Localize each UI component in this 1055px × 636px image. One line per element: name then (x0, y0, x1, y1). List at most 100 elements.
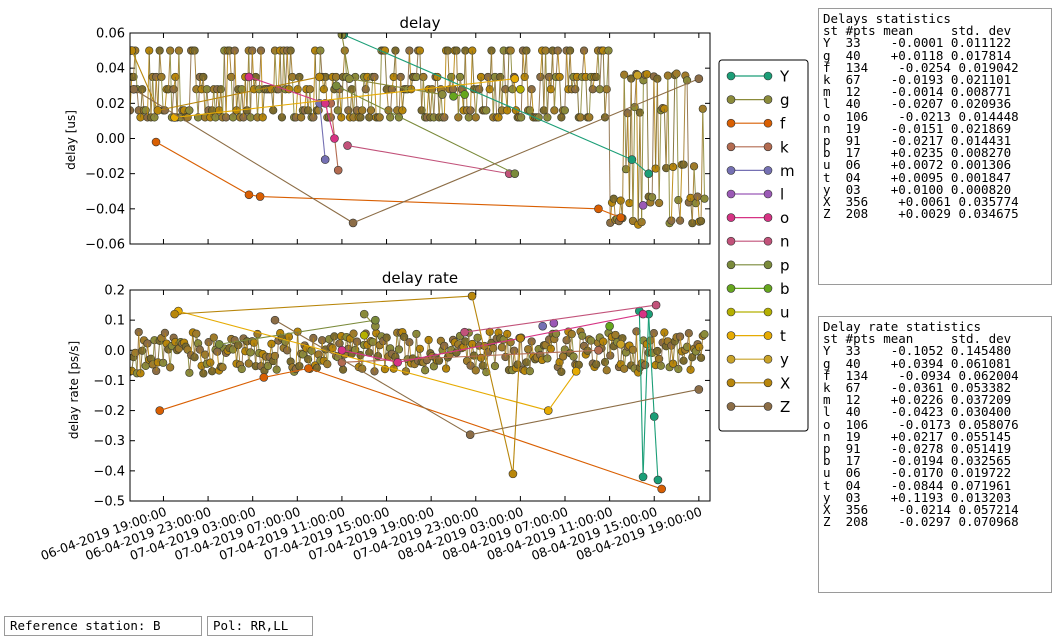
delay-scan-segment (680, 165, 682, 221)
delay-scan-segment (652, 76, 654, 197)
delay-scan-segment (703, 109, 705, 199)
rate-series-point (695, 385, 703, 393)
delay-scan-segment (401, 77, 403, 110)
legend-marker (764, 379, 772, 387)
delay-scan-segment (464, 51, 466, 111)
legend-label: Z (780, 398, 790, 416)
delay-scan-point (701, 195, 709, 203)
delay-scan-segment (671, 167, 673, 221)
delay-scan-segment (474, 89, 476, 117)
delay-scan-segment (476, 89, 478, 117)
legend-marker (727, 284, 735, 292)
rate-series-point (539, 322, 547, 330)
delay-scan-segment (434, 77, 436, 117)
delay-series-point (516, 85, 524, 93)
delay-scan-segment (409, 51, 411, 90)
delay-scan-segment (408, 51, 410, 90)
legend-marker (764, 261, 772, 269)
delay-scan-segment (198, 77, 200, 117)
rate-y-tick-label: −0.2 (93, 404, 125, 419)
rate-y-tick-label: 0.0 (104, 344, 125, 359)
legend-marker (764, 355, 772, 363)
delay-series-point (461, 91, 469, 99)
rate-scan-point (701, 330, 709, 338)
rate-y-ticks: 0.20.10.0−0.1−0.2−0.3−0.4−0.5 (93, 284, 710, 510)
rate-series-line (513, 338, 520, 474)
delay-scan-segment (668, 76, 670, 224)
legend-label: y (780, 351, 789, 369)
legend-label: f (780, 115, 786, 133)
rate-series-line (160, 377, 264, 410)
delay-scan-segment (263, 89, 265, 117)
delay-series-f (152, 138, 625, 222)
legend-marker (727, 261, 735, 269)
delay-scan-segment (577, 77, 579, 117)
rate-series-line (264, 368, 309, 377)
delay-series-line (260, 197, 598, 209)
delay-scan-segment (654, 76, 656, 168)
delay-scan-segment (554, 77, 556, 110)
rate-panel: delay rate delay rate [ps/s] 0.20.10.0−0… (39, 269, 710, 563)
delay-scan-segment (280, 51, 282, 118)
legend-marker (727, 72, 735, 80)
delay-scan-segment (603, 51, 605, 118)
delay-scan-segment (568, 51, 570, 90)
legend-marker (764, 143, 772, 151)
delay-scan-segment (687, 80, 689, 202)
rate-series-point (658, 485, 666, 493)
delay-scan-segment (507, 51, 509, 111)
legend-marker (764, 190, 772, 198)
delay-scan-segment (195, 51, 197, 90)
delay-series-u (516, 85, 524, 93)
delay-scan-segment (511, 51, 513, 90)
delay-scan-segment (257, 89, 259, 117)
legend-marker (727, 308, 735, 316)
delay-scan-segment (647, 74, 649, 196)
rate-series-line (308, 368, 661, 489)
delay-scan-segment (493, 77, 495, 117)
delay-scan-segment (437, 77, 439, 117)
legend-marker (727, 143, 735, 151)
rate-series-point (654, 476, 662, 484)
delay-series-point (639, 201, 647, 209)
delay-scan-segment (427, 89, 429, 117)
legend-label: k (780, 138, 789, 156)
rate-y-tick-label: −0.4 (93, 464, 125, 479)
delay-scan-segment (491, 51, 493, 118)
rate-series-line (639, 311, 643, 477)
rate-stats-row: Z 208 -0.0297 0.070968 (823, 516, 1047, 528)
rate-scan-point (152, 367, 160, 375)
legend-marker (764, 96, 772, 104)
delay-series-point (645, 170, 653, 178)
legend-marker (727, 214, 735, 222)
delay-scan-segment (430, 89, 432, 117)
delay-scan-segment (633, 107, 635, 221)
delay-scan-segment (341, 77, 343, 117)
legend-label: g (780, 91, 790, 109)
delay-scan-segment (565, 51, 567, 111)
legend-marker (764, 284, 772, 292)
legend-marker (727, 96, 735, 104)
legend-marker (727, 166, 735, 174)
rate-scan-segment (689, 333, 691, 370)
rate-series-point (639, 310, 647, 318)
delay-scan-segment (598, 51, 600, 90)
legend-label: o (780, 209, 789, 227)
delay-scan-segment (624, 75, 626, 169)
delays-statistics-panel: Delays statistics st #pts mean std. dev … (818, 8, 1052, 285)
delay-series-point (617, 214, 625, 222)
delay-scan-segment (226, 51, 228, 118)
delay-series-point (695, 75, 703, 83)
delay-scan-segment (600, 51, 602, 90)
rate-statistics-panel: Delay rate statistics st #pts mean std. … (818, 316, 1052, 593)
delay-scan-segment (429, 89, 431, 117)
rate-series-line (175, 296, 472, 314)
legend-label: X (780, 374, 790, 392)
rate-series-point (594, 346, 602, 354)
rate-scan-segment (511, 342, 513, 370)
legend-marker (764, 166, 772, 174)
delay-y-tick-label: 0.00 (96, 132, 125, 147)
delay-scan-segment (250, 51, 252, 118)
rate-series-point (572, 367, 580, 375)
